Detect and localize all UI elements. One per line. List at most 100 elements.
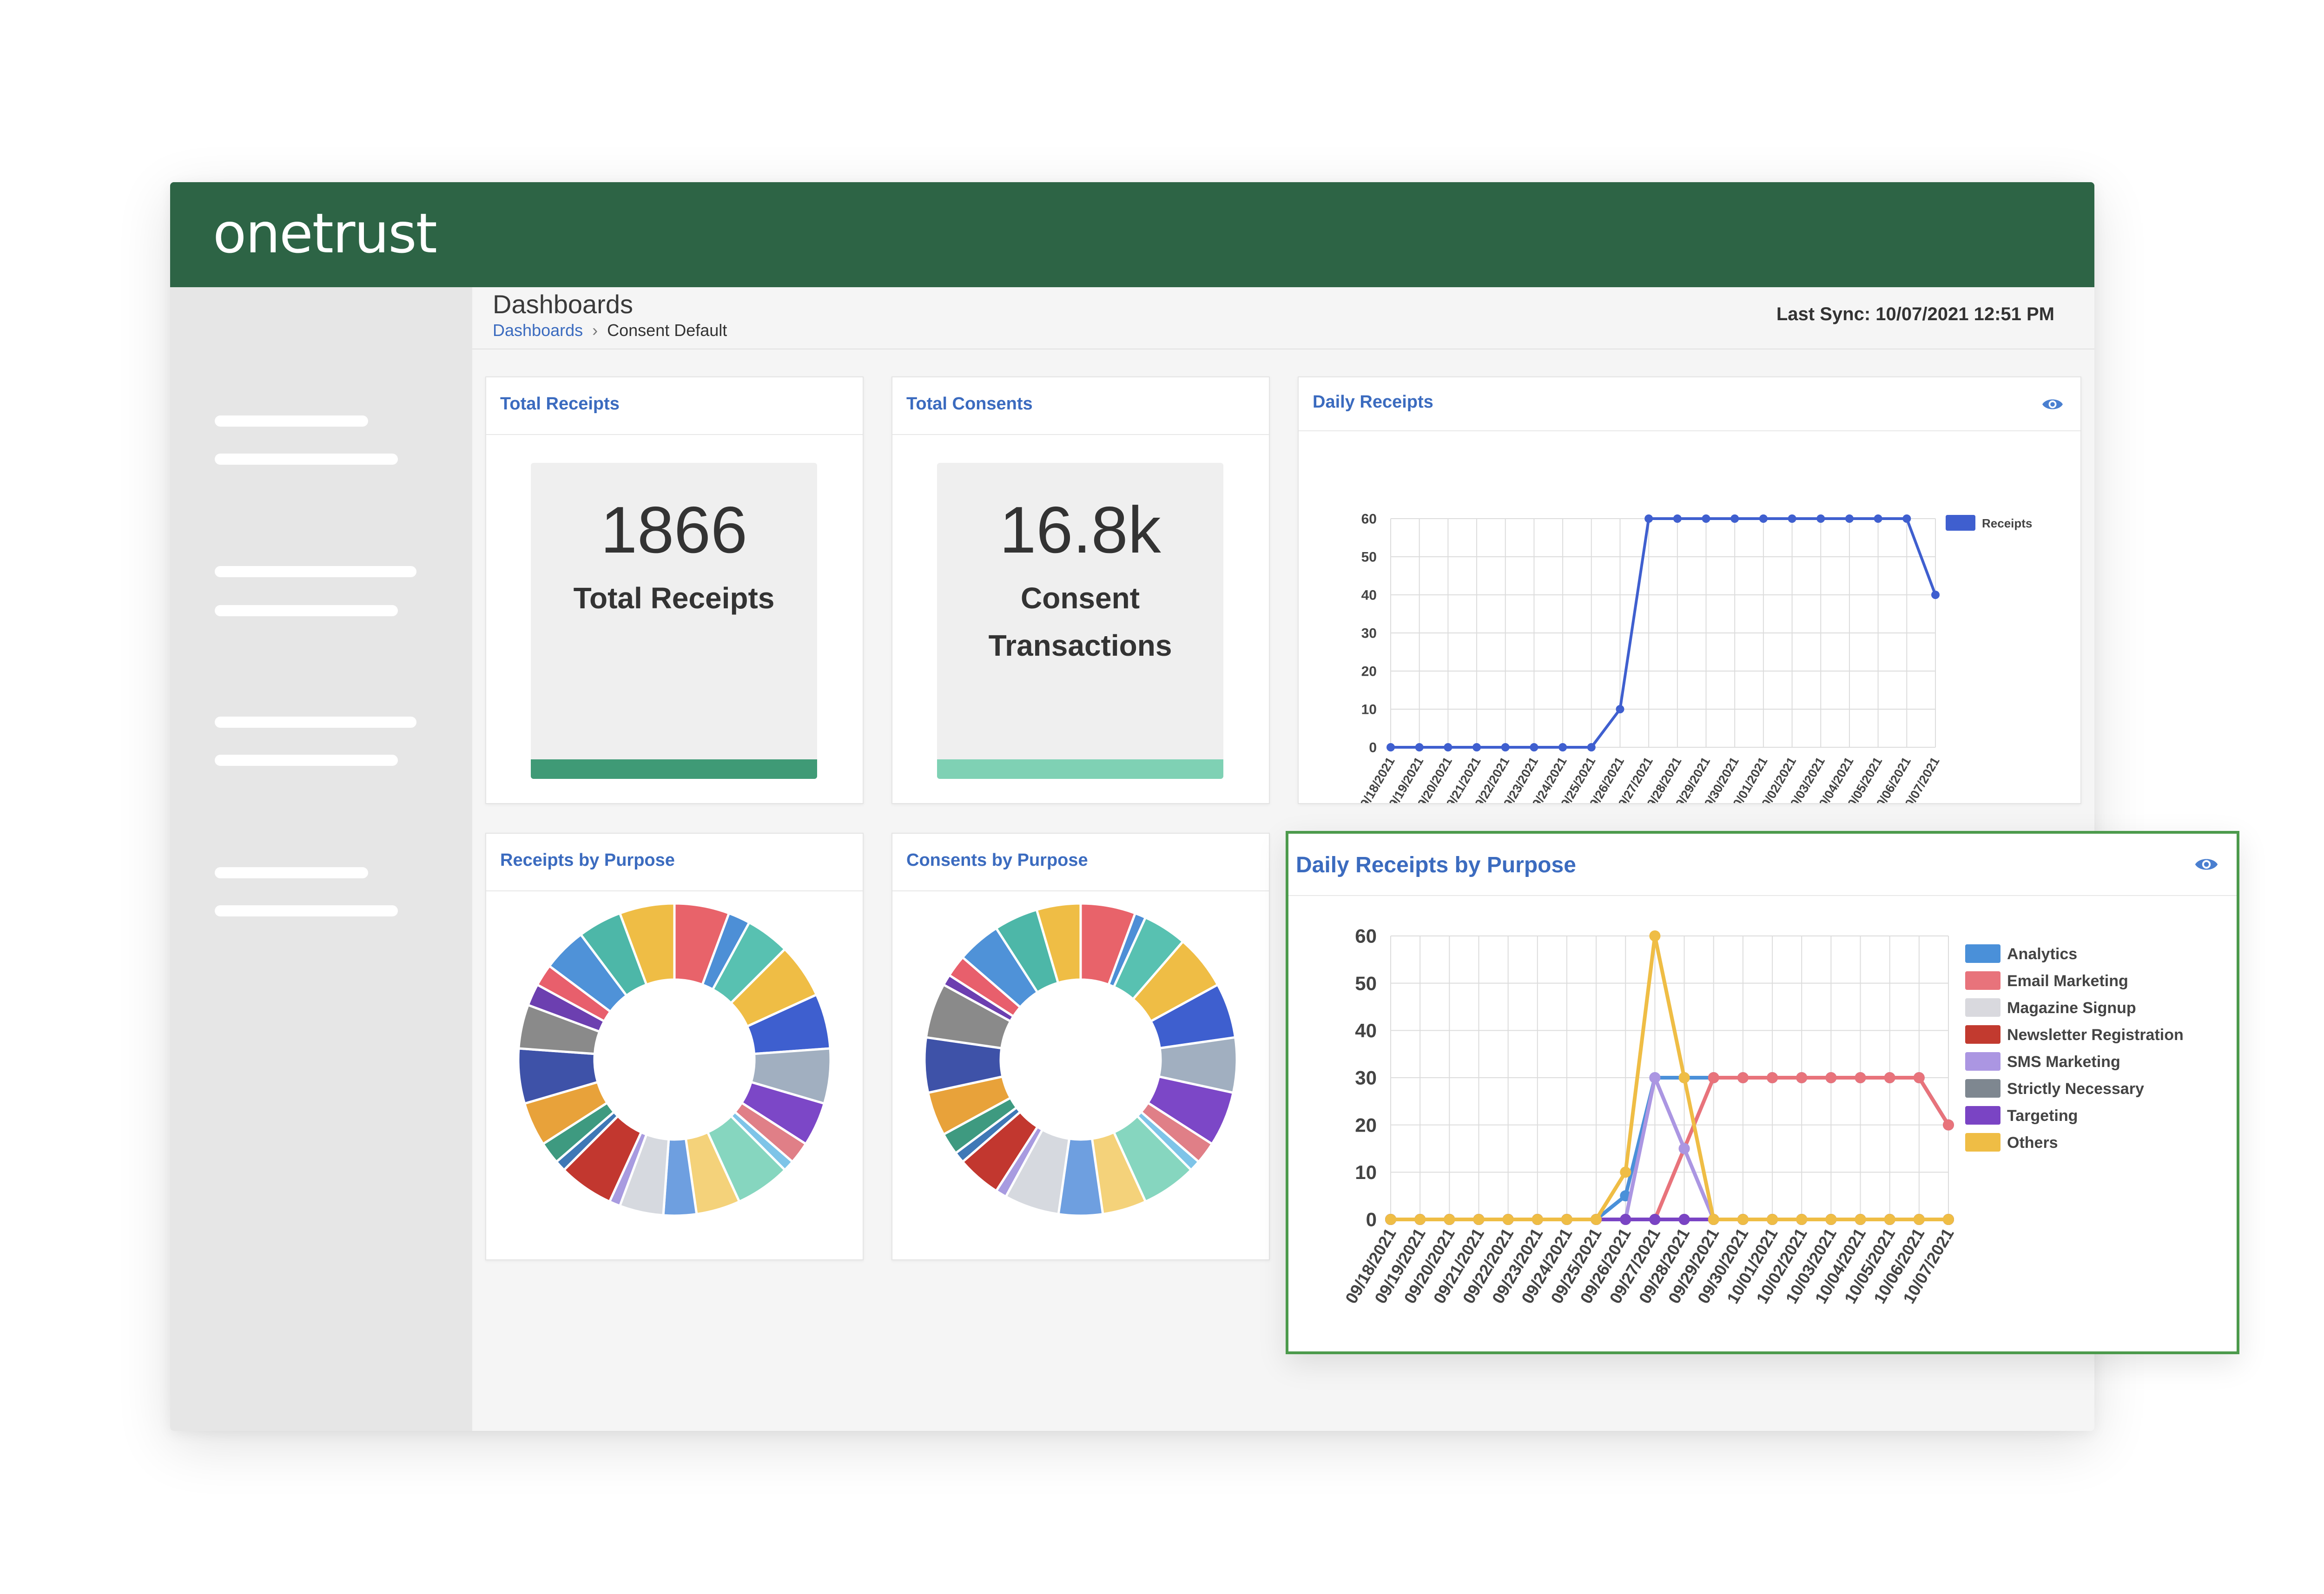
card-title[interactable]: Daily Receipts xyxy=(1313,392,1433,412)
data-point xyxy=(1913,1072,1925,1083)
donut-slice xyxy=(618,902,676,987)
data-point xyxy=(1587,743,1596,751)
data-point xyxy=(1796,1072,1808,1083)
data-point xyxy=(1825,1072,1837,1083)
receipts-by-purpose-donut xyxy=(517,902,832,1217)
total-consents-card: Total Consents 16.8k Consent Transaction… xyxy=(891,376,1270,804)
data-point xyxy=(1902,514,1911,523)
legend-label: Others xyxy=(2007,1134,2058,1152)
data-point xyxy=(1386,743,1395,751)
sidebar-item-placeholder[interactable] xyxy=(215,717,416,728)
data-point xyxy=(1472,743,1481,751)
kpi-value: 16.8k xyxy=(999,493,1161,567)
y-tick-label: 20 xyxy=(1355,1114,1377,1136)
data-point xyxy=(1649,930,1661,942)
legend-swatch xyxy=(1965,1025,2000,1044)
data-point xyxy=(1855,1214,1866,1225)
sidebar-item-placeholder[interactable] xyxy=(215,605,398,616)
legend-swatch xyxy=(1965,971,2000,990)
card-title[interactable]: Receipts by Purpose xyxy=(500,850,675,870)
data-point xyxy=(1855,1072,1866,1083)
data-point xyxy=(1767,1072,1778,1083)
chart-grid xyxy=(1390,518,1936,748)
data-point xyxy=(1796,1214,1808,1225)
legend-swatch xyxy=(1965,1133,2000,1152)
data-point xyxy=(1649,1214,1661,1225)
data-point xyxy=(1620,1214,1631,1225)
card-title[interactable]: Daily Receipts by Purpose xyxy=(1296,853,1576,877)
y-tick-label: 50 xyxy=(1361,550,1377,565)
data-point xyxy=(1884,1214,1895,1225)
data-point xyxy=(1708,1214,1719,1225)
kpi-label: Consent Transactions xyxy=(988,581,1172,662)
breadcrumb-link-dashboards[interactable]: Dashboards xyxy=(493,321,583,340)
data-point xyxy=(1730,514,1739,523)
data-point xyxy=(1473,1214,1485,1225)
y-tick-label: 60 xyxy=(1355,925,1377,947)
daily-receipts-card: Daily Receipts 0 10 20 30 40 50 60 09/18/2021 09… xyxy=(1298,376,2081,804)
y-tick-label: 0 xyxy=(1366,1209,1377,1231)
legend-label: Targeting xyxy=(2007,1107,2078,1125)
sidebar-item-placeholder[interactable] xyxy=(215,415,368,427)
card-header: Receipts by Purpose xyxy=(486,834,863,891)
data-point xyxy=(1913,1214,1925,1225)
y-tick-label: 40 xyxy=(1355,1020,1377,1041)
sidebar-item-placeholder[interactable] xyxy=(215,566,416,577)
card-header: Consents by Purpose xyxy=(892,834,1269,891)
data-point xyxy=(1931,591,1940,599)
daily-receipts-by-purpose-card: Daily Receipts by Purpose 0 10 20 30 40 50 60 0… xyxy=(1286,831,2239,1354)
data-point xyxy=(1385,1214,1396,1225)
card-title[interactable]: Consents by Purpose xyxy=(906,850,1088,870)
kpi-tile: 1866 Total Receipts xyxy=(531,463,817,779)
data-point xyxy=(1678,1072,1690,1083)
card-header: Daily Receipts xyxy=(1299,377,2080,431)
sidebar-item-placeholder[interactable] xyxy=(215,755,398,766)
data-point xyxy=(1874,514,1882,523)
last-sync-status: Last Sync: 10/07/2021 12:51 PM xyxy=(1776,304,2054,324)
onetrust-logo[interactable]: onetrust xyxy=(213,201,437,265)
legend-swatch xyxy=(1946,515,1975,531)
legend-label: Email Marketing xyxy=(2007,972,2128,990)
breadcrumb-current: Consent Default xyxy=(607,321,727,340)
data-point xyxy=(1759,514,1768,523)
card-title[interactable]: Total Receipts xyxy=(500,394,620,414)
card-title[interactable]: Total Consents xyxy=(906,394,1033,414)
sidebar xyxy=(170,287,472,1431)
eye-icon[interactable] xyxy=(2194,854,2219,875)
data-point xyxy=(1502,1214,1514,1225)
legend-label: Analytics xyxy=(2007,945,2077,963)
data-point xyxy=(1558,743,1567,751)
legend-label: SMS Marketing xyxy=(2007,1053,2120,1071)
data-point xyxy=(1737,1214,1749,1225)
data-point xyxy=(1943,1119,1954,1131)
daily-receipts-by-purpose-chart: 010203040506009/18/202109/19/202109/20/2… xyxy=(1341,925,2184,1307)
y-tick-label: 60 xyxy=(1361,512,1377,527)
sidebar-item-placeholder[interactable] xyxy=(215,454,398,465)
data-point xyxy=(1678,1214,1690,1225)
eye-icon[interactable] xyxy=(2041,395,2064,414)
kpi-accent-bar xyxy=(531,759,817,779)
data-point xyxy=(1620,1166,1631,1178)
data-point xyxy=(1591,1214,1602,1225)
y-tick-label: 10 xyxy=(1355,1161,1377,1183)
legend-swatch xyxy=(1965,998,2000,1017)
legend-label: Newsletter Registration xyxy=(2007,1026,2184,1044)
y-tick-label: 30 xyxy=(1361,626,1377,641)
kpi-tile: 16.8k Consent Transactions xyxy=(937,463,1223,779)
card-header: Total Consents xyxy=(892,377,1269,435)
legend-swatch xyxy=(1965,944,2000,963)
data-point xyxy=(1644,514,1653,523)
y-tick-label: 40 xyxy=(1361,588,1377,603)
sidebar-item-placeholder[interactable] xyxy=(215,905,398,916)
data-point xyxy=(1530,743,1538,751)
daily-receipts-chart: 010203040506009/18/202109/19/202109/20/2… xyxy=(1354,512,2032,804)
data-point xyxy=(1649,1072,1661,1083)
sidebar-item-placeholder[interactable] xyxy=(215,867,368,878)
kpi-label: Total Receipts xyxy=(573,581,775,615)
y-tick-label: 20 xyxy=(1361,664,1377,679)
series-line xyxy=(1391,1076,1950,1221)
breadcrumb-separator: › xyxy=(592,321,598,340)
data-point xyxy=(1737,1072,1749,1083)
series-line xyxy=(1391,517,1937,749)
legend-swatch xyxy=(1965,1052,2000,1071)
